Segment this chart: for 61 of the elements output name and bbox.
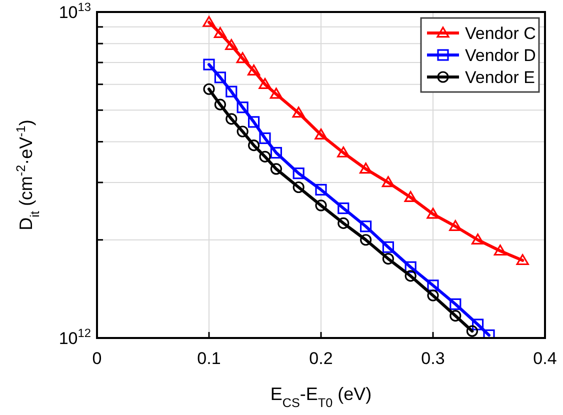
point: [225, 39, 238, 50]
legend-label: Vendor C: [465, 24, 536, 43]
point: [338, 217, 350, 229]
point: [248, 116, 260, 128]
y-tick-label: 10$^{12}$: [58, 326, 92, 348]
x-tick-label: 0.2: [309, 349, 333, 368]
y-tick-label: 10$^{13}$: [58, 0, 92, 22]
point: [338, 202, 350, 214]
point: [203, 83, 215, 95]
point: [214, 27, 226, 38]
point: [360, 162, 372, 174]
point: [214, 98, 226, 110]
point: [226, 86, 238, 98]
point: [472, 234, 484, 245]
x-tick-label: 0.3: [421, 349, 445, 368]
point: [337, 146, 350, 158]
point: [404, 191, 417, 202]
point: [449, 220, 462, 232]
x-tick-label: 0.1: [197, 349, 221, 368]
point: [360, 234, 372, 246]
point: [404, 261, 416, 273]
point: [236, 102, 248, 114]
point: [427, 280, 439, 292]
legend-label: Vendor D: [465, 46, 536, 65]
point: [248, 140, 260, 152]
point: [270, 146, 282, 159]
point: [203, 58, 215, 70]
point: [315, 184, 327, 196]
point: [202, 16, 216, 27]
point: [236, 52, 249, 64]
point: [258, 78, 272, 89]
point: [450, 310, 462, 322]
point: [292, 181, 304, 194]
point: [426, 208, 440, 219]
point: [314, 128, 328, 140]
x-tick-label: 0: [92, 349, 102, 368]
point: [259, 132, 271, 144]
point: [259, 150, 271, 162]
point: [214, 72, 226, 84]
point: [315, 200, 327, 212]
point: [292, 168, 304, 180]
point: [382, 252, 394, 265]
point: [450, 298, 462, 310]
legend-label: Vendor E: [465, 68, 535, 87]
point: [382, 241, 394, 253]
point: [292, 106, 305, 118]
point: [360, 220, 372, 232]
point: [516, 254, 529, 266]
point: [494, 244, 506, 256]
point: [248, 64, 260, 76]
point: [236, 126, 248, 138]
point: [270, 163, 282, 175]
point: [382, 176, 394, 188]
point: [427, 290, 439, 302]
point: [404, 270, 416, 282]
point: [466, 325, 478, 337]
x-tick-label: 0.4: [533, 349, 557, 368]
x-axis-title: E$_{CS}$-E$_{T0}$ (eV): [270, 384, 372, 410]
point: [270, 88, 282, 99]
point: [226, 113, 238, 125]
point: [472, 318, 484, 330]
